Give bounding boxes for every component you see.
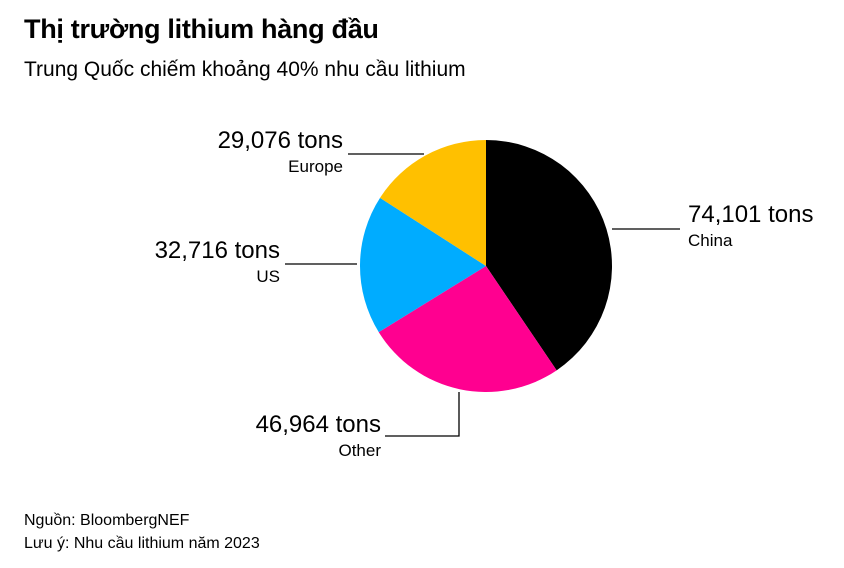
slice-category-label-us: US xyxy=(256,267,280,286)
leader-line-other xyxy=(385,392,460,437)
slice-value-label-other: 46,964 tons xyxy=(256,411,381,438)
pie-slice-china xyxy=(486,140,613,371)
pie-chart: 74,101 tons China 46,964 tons Other 32,716 t… xyxy=(155,127,814,460)
pie-slice-other xyxy=(378,266,557,392)
slice-value-label-europe: 29,076 tons xyxy=(218,127,343,154)
source-note: Nguồn: BloombergNEF xyxy=(24,512,190,529)
pie-slice-us xyxy=(359,197,486,333)
slice-category-label-other: Other xyxy=(338,441,381,460)
chart-title: Thị trường lithium hàng đầu xyxy=(24,14,379,44)
slice-category-label-europe: Europe xyxy=(288,157,343,176)
slice-value-label-us: 32,716 tons xyxy=(155,237,280,264)
pie-slice-europe xyxy=(380,140,486,266)
slice-category-label-china: China xyxy=(688,231,733,250)
chart-subtitle: Trung Quốc chiếm khoảng 40% nhu cầu lith… xyxy=(24,58,466,81)
footnote: Lưu ý: Nhu cầu lithium năm 2023 xyxy=(24,535,260,552)
slice-value-label-china: 74,101 tons xyxy=(688,201,813,228)
